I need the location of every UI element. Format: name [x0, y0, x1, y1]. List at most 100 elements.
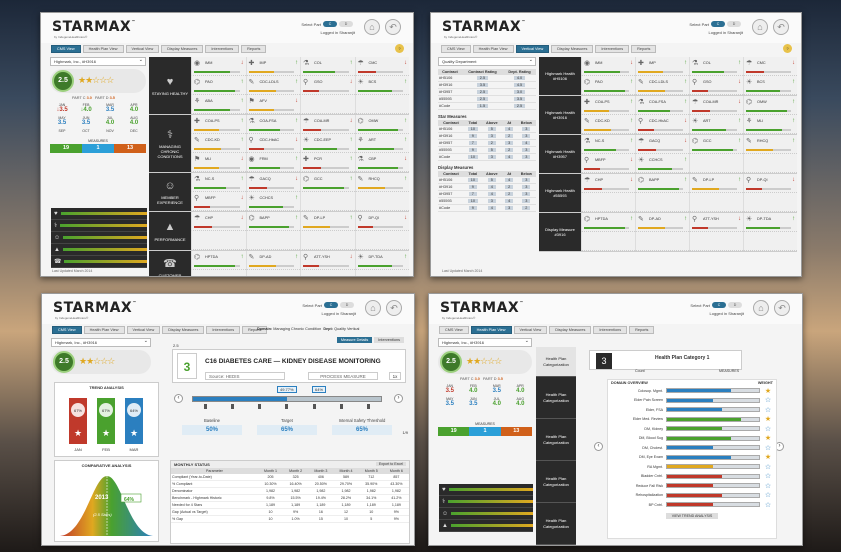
next-arrow-icon[interactable]: ›: [394, 394, 403, 403]
measure-cell[interactable]: ⚲ ATT-YSH ↓: [300, 251, 355, 270]
sidebar-item[interactable]: ♥: [51, 208, 147, 220]
table-row[interactable]: Denominator 1,982 1,982 1,982 1,982 1,982 1,98…: [171, 487, 409, 495]
tab-vertical-view[interactable]: Vertical View: [515, 45, 550, 53]
domain-row[interactable]: Elder Pain Screen ☆: [608, 396, 776, 406]
measure-cell[interactable]: ⚗ COL ↑: [300, 57, 355, 76]
tab-vertical-view[interactable]: Vertical View: [126, 326, 161, 334]
table-row[interactable]: #55593 9 5 2 3: [438, 146, 536, 154]
measure-cell[interactable]: ✚ PCR ↑: [300, 153, 355, 172]
tab-vertical-view[interactable]: Vertical View: [513, 326, 548, 334]
home-icon[interactable]: ⌂: [365, 300, 381, 316]
performance-slider[interactable]: 49.77% 64%: [182, 386, 392, 412]
tab-interventions[interactable]: Interventions: [374, 337, 404, 343]
tab-display-measures[interactable]: Display Measures: [161, 45, 204, 53]
measure-cell[interactable]: ⚲ CDC-HbAC ↓: [245, 134, 300, 153]
measure-cell[interactable]: ⌬ GCC ↑: [300, 173, 355, 192]
table-row[interactable]: Gap (Actual vs Target) 10 9% 16 12 10 9%: [171, 508, 409, 516]
measure-cell[interactable]: ⚘ MLI ↑: [743, 115, 797, 134]
sidebar-item[interactable]: ⚕: [439, 496, 533, 508]
hp-category-item[interactable]: Health Plan Categorization: [536, 419, 576, 461]
measure-cell[interactable]: ☀ CCHCS ↑: [245, 192, 300, 211]
domain-row[interactable]: Rehospitalization ☆: [608, 491, 776, 501]
measure-cell[interactable]: ◉ IMM ↓: [191, 57, 246, 76]
part-c-toggle[interactable]: C: [711, 21, 725, 27]
measure-cell[interactable]: ⚗ CBP ↓: [354, 153, 409, 172]
measure-cell[interactable]: ☂ GACQ ↓: [245, 173, 300, 192]
domain-row[interactable]: Bladder Cntrl. ☆: [608, 472, 776, 482]
measure-cell[interactable]: ☀ CCHCS ↑: [635, 154, 689, 173]
domain-row[interactable]: Reduce Fall Risk ☆: [608, 481, 776, 491]
table-row[interactable]: #H3916 9 3 2 3: [438, 132, 536, 140]
table-row[interactable]: #H3916 9 4 2 3: [438, 183, 536, 191]
table-row[interactable]: % Compliant 10.30% 16.40% 20.50% 29.70% 35.90…: [171, 480, 409, 488]
category-label[interactable]: Highmark Health #H5106: [539, 57, 581, 95]
tab-interventions[interactable]: Interventions: [593, 326, 628, 334]
measure-cell[interactable]: ☀ CDC-EEP ↑: [300, 134, 355, 153]
measure-cell[interactable]: ☀ BCS ↑: [743, 76, 797, 95]
measure-cell[interactable]: ☂ CHP ↓: [191, 212, 246, 231]
home-icon[interactable]: ⌂: [752, 19, 768, 35]
help-icon[interactable]: ?: [395, 44, 404, 53]
sidebar-item[interactable]: ☺: [439, 508, 533, 520]
measure-cell[interactable]: ⚗ COL ↑: [689, 57, 743, 76]
category-label[interactable]: ☺ MEMBER EXPERIENCE: [149, 173, 191, 211]
sidebar-item[interactable]: ⚕: [51, 220, 147, 232]
domain-row[interactable]: RA Mgmt. ☆: [608, 462, 776, 472]
category-label[interactable]: ▲ PERFORMANCE: [149, 212, 191, 250]
measure-cell[interactable]: ✎ DP-AD ↑: [245, 251, 300, 270]
table-row[interactable]: #H5106 2.5 4.0: [438, 75, 536, 82]
tab-display-measures[interactable]: Display Measures: [549, 326, 592, 334]
hp-category-item[interactable]: Health Plan Categorization: [536, 461, 576, 503]
measure-cell[interactable]: ✚ IMP ↑: [245, 57, 300, 76]
tab-reports[interactable]: Reports: [629, 326, 655, 334]
table-row[interactable]: #H3957 7 2 3 4: [438, 139, 536, 147]
help-icon[interactable]: ?: [783, 44, 792, 53]
category-label[interactable]: Display Measure #3916: [539, 213, 581, 251]
part-d-toggle[interactable]: D: [728, 302, 742, 308]
category-label[interactable]: Highmark Health #H3916: [539, 96, 581, 134]
tab-measure-details[interactable]: Measure Details: [336, 337, 373, 343]
measure-cell[interactable]: ✎ DP-AD ↑: [635, 213, 689, 232]
measure-cell[interactable]: ☀ BCS ↑: [354, 76, 409, 95]
table-row[interactable]: #H3957 7 4 2 3: [438, 190, 536, 198]
measure-cell[interactable]: ☀ DP-TDA ↑: [743, 213, 797, 232]
measure-cell[interactable]: ⚲ ATT-YSH ↓: [689, 213, 743, 232]
measure-cell[interactable]: ⌬ OMW ↑: [354, 115, 409, 134]
table-row[interactable]: #55593 2.5 3.5: [438, 95, 536, 103]
measure-cell[interactable]: ⌬ HPTDA ↑: [191, 251, 246, 270]
measure-cell[interactable]: ✎ DP-LP ↑: [300, 212, 355, 231]
measure-cell[interactable]: ⚲ MBFP ↓: [581, 154, 635, 173]
sidebar-item[interactable]: ▲: [439, 520, 533, 532]
export-button[interactable]: Export to Excel: [375, 462, 406, 466]
part-c-toggle[interactable]: C: [323, 21, 337, 27]
plan-select[interactable]: Highmark, Inc., #H3916: [51, 338, 151, 347]
measure-cell[interactable]: ⌬ GCC ↑: [689, 135, 743, 154]
measure-cell[interactable]: ✎ CDC-LDLS ↑: [635, 76, 689, 95]
plan-select[interactable]: Highmark, Inc., #H3916: [438, 338, 532, 347]
measure-cell[interactable]: ⌬ BAPP ↑: [245, 212, 300, 231]
sidebar-item[interactable]: ☎: [51, 256, 147, 268]
measure-cell[interactable]: ⚲ GSO ↓: [689, 76, 743, 95]
domain-row[interactable]: Elder Med. Review ★: [608, 415, 776, 425]
measure-cell[interactable]: ◉ FRM ↑: [245, 153, 300, 172]
tab-health-plan-view[interactable]: Health Plan View: [472, 45, 514, 53]
table-row[interactable]: % Gap 10 1.0% 15 10 5 9%: [171, 515, 409, 523]
domain-row[interactable]: Elder, FSA ☆: [608, 405, 776, 415]
measure-cell[interactable]: ☂ GACQ ↓: [635, 135, 689, 154]
measure-cell[interactable]: ✚ IMP ↑: [635, 57, 689, 76]
measure-cell[interactable]: ⚗ COA-FSA ↑: [245, 115, 300, 134]
tab-reports[interactable]: Reports: [241, 45, 267, 53]
table-row[interactable]: #H3957 2.5 3.0: [438, 88, 536, 96]
table-row[interactable]: #Code 9 4 3 2: [438, 204, 536, 212]
measure-cell[interactable]: ☂ COA-MR ↓: [689, 96, 743, 115]
measure-cell[interactable]: ✎ CDC-KD ↑: [581, 115, 635, 134]
domain-row[interactable]: DM, Cholest. ☆: [608, 443, 776, 453]
table-row[interactable]: #H3916 3.5 4.5: [438, 81, 536, 89]
part-c-toggle[interactable]: C: [324, 302, 338, 308]
view-trend-button[interactable]: VIEW TREND ANALYSIS: [608, 512, 776, 519]
sidebar-item[interactable]: ▲: [51, 244, 147, 256]
tab-cms-view[interactable]: CMS View: [52, 326, 82, 334]
tab-health-plan-view[interactable]: Health Plan View: [470, 326, 512, 334]
measure-period[interactable]: 1x: [389, 372, 401, 380]
part-d-toggle[interactable]: D: [340, 302, 354, 308]
